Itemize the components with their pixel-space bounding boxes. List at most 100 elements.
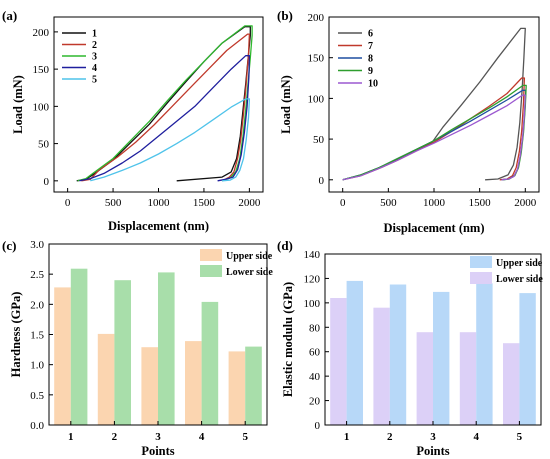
- bar-lower-side-4: [201, 301, 219, 425]
- series-line-1: [76, 26, 251, 182]
- y-tick-label: 2.5: [30, 269, 44, 281]
- series-line-3: [77, 25, 253, 182]
- y-tick-label: 1.0: [30, 360, 44, 372]
- x-tick-label: 3: [155, 431, 161, 443]
- bar-upper-side-3: [141, 347, 158, 425]
- series-line-8: [342, 89, 527, 181]
- y-tick-label: 80: [309, 322, 321, 334]
- x-axis-label: Displacement (nm): [383, 221, 484, 235]
- series-line-5: [90, 98, 251, 182]
- y-tick-label: 50: [38, 139, 50, 151]
- y-tick-label: 200: [33, 27, 50, 39]
- x-tick-label: 1000: [423, 197, 446, 209]
- y-axis-label: Load (mN): [279, 75, 293, 134]
- x-tick-label: 4: [473, 431, 479, 443]
- bar-upper-side-4: [476, 283, 493, 425]
- series-line-6: [342, 27, 526, 181]
- y-tick-label: 140: [304, 249, 321, 261]
- legend-label-2: 2: [92, 40, 97, 51]
- legend-swatch-upper-side: [470, 256, 492, 268]
- x-tick-label: 0: [340, 197, 346, 209]
- y-tick-label: 50: [313, 134, 325, 146]
- x-tick-label: 2: [112, 431, 118, 443]
- y-tick-label: 2.0: [30, 299, 44, 311]
- bar-upper-side-1: [346, 280, 363, 425]
- legend-label-4: 4: [92, 63, 97, 74]
- y-tick-label: 40: [309, 371, 321, 383]
- y-tick-label: 150: [308, 53, 325, 65]
- y-tick-label: 120: [304, 273, 321, 285]
- legend-swatch-lower-side: [200, 265, 222, 277]
- y-tick-label: 150: [33, 64, 50, 76]
- x-tick-label: 1000: [148, 197, 171, 209]
- y-tick-label: 200: [308, 12, 325, 24]
- bar-upper-side-4: [185, 341, 202, 425]
- series-line-2: [81, 33, 251, 182]
- x-tick-label: 5: [517, 431, 523, 443]
- legend-label-5: 5: [92, 75, 97, 86]
- x-tick-label: 1: [68, 431, 74, 443]
- legend-label-6: 6: [368, 29, 373, 40]
- bar-upper-side-5: [519, 293, 536, 425]
- y-tick-label: 3.0: [30, 239, 44, 251]
- bar-lower-side-1: [330, 298, 347, 425]
- x-tick-label: 2: [387, 431, 393, 443]
- y-tick-label: 0.5: [30, 390, 44, 402]
- series-line-7: [342, 77, 526, 181]
- x-tick-label: 3: [430, 431, 436, 443]
- x-tick-label: 5: [242, 431, 248, 443]
- panel-label: (c): [2, 238, 16, 253]
- panel-label: (b): [277, 8, 293, 23]
- x-axis-label: Points: [141, 444, 174, 458]
- x-tick-label: 1500: [469, 197, 492, 209]
- legend-swatch-upper-side: [200, 249, 222, 261]
- bar-upper-side-2: [97, 333, 115, 425]
- legend-label-upper-side: Upper side: [226, 251, 273, 262]
- x-axis-label: Points: [416, 444, 449, 458]
- series-line-10: [342, 94, 526, 181]
- x-tick-label: 1: [344, 431, 350, 443]
- bar-upper-side-1: [54, 287, 71, 425]
- bar-lower-side-2: [114, 280, 131, 425]
- bar-lower-side-2: [373, 307, 390, 425]
- legend-label-lower-side: Lower side: [226, 267, 273, 278]
- panel-b-load-displacement: (b)Displacement (nm)Load (mN)0 500 1000 150…: [277, 8, 540, 235]
- x-tick-label: 4: [199, 431, 205, 443]
- y-tick-label: 0: [44, 176, 50, 188]
- y-axis-label: Elastic modulu (GPa): [281, 282, 295, 397]
- bar-lower-side-1: [70, 268, 88, 425]
- legend-label-7: 7: [368, 41, 373, 52]
- bar-upper-side-3: [433, 291, 450, 425]
- bar-upper-side-5: [228, 351, 246, 425]
- y-tick-label: 100: [33, 101, 50, 113]
- y-tick-label: 100: [304, 298, 321, 310]
- legend-label-3: 3: [92, 52, 97, 63]
- legend-label-10: 10: [368, 79, 378, 90]
- y-tick-label: 0: [319, 175, 325, 187]
- x-tick-label: 500: [105, 197, 122, 209]
- plot-frame: [53, 16, 264, 193]
- y-tick-label: 20: [309, 396, 321, 408]
- panel-label: (d): [277, 238, 293, 253]
- bar-upper-side-2: [389, 284, 407, 425]
- x-axis-label: Displacement (nm): [108, 219, 209, 233]
- x-tick-label: 0: [65, 197, 71, 209]
- y-axis-label: Hardness (GPa): [9, 292, 23, 378]
- legend-swatch-lower-side: [470, 272, 492, 284]
- panel-label: (a): [2, 8, 17, 23]
- bar-lower-side-5: [245, 346, 262, 425]
- bar-lower-side-3: [416, 332, 433, 425]
- y-tick-label: 0.0: [30, 420, 44, 432]
- x-tick-label: 500: [380, 197, 397, 209]
- legend-label-lower-side: Lower side: [496, 274, 543, 285]
- legend-label-upper-side: Upper side: [496, 258, 543, 269]
- legend-label-8: 8: [368, 54, 373, 65]
- x-tick-label: 2000: [514, 197, 537, 209]
- y-tick-label: 100: [308, 93, 325, 105]
- y-tick-label: 1.5: [30, 330, 44, 342]
- legend-label-1: 1: [92, 29, 97, 40]
- series-line-9: [342, 84, 527, 181]
- panel-d-elastic-modulus-bars: (d) Points Elastic modulu (GPa) 1 2 3 4 5 0 20 40 6…: [277, 238, 543, 458]
- bar-lower-side-5: [503, 343, 520, 425]
